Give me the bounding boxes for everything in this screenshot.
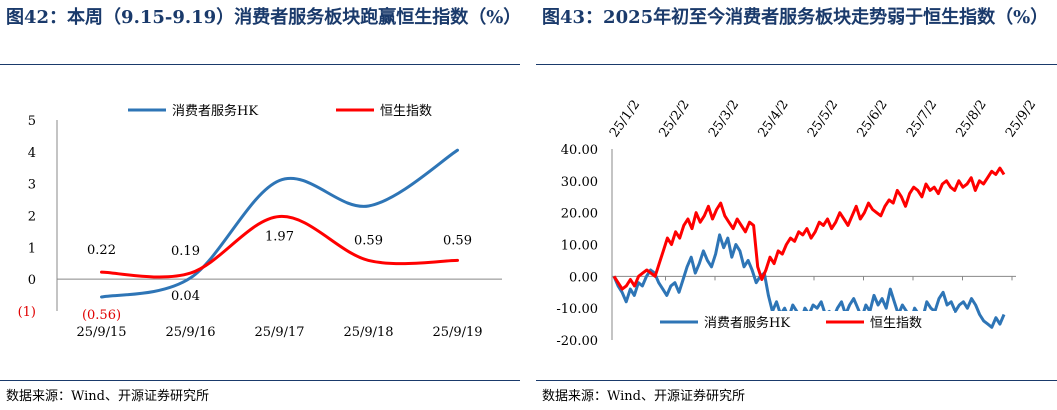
- source-note: 数据来源：Wind、开源证券研究所: [6, 389, 209, 404]
- x-tick-label: 25/9/18: [343, 325, 393, 340]
- series-line: [100, 214, 459, 279]
- x-tick-label: 25/9/17: [254, 325, 304, 340]
- legend-label: 恒生指数: [870, 316, 922, 331]
- y-tick-label: 4: [28, 146, 36, 161]
- x-tick-label: 25/8/2: [953, 97, 989, 140]
- series-line: [612, 166, 1006, 291]
- data-label: 0.22: [87, 243, 116, 258]
- y-tick-label: 2: [28, 210, 36, 225]
- footer-divider: [536, 380, 1057, 381]
- y-tick-label: (1): [18, 305, 36, 320]
- y-tick-label: 10.00: [561, 239, 598, 254]
- x-tick-label: 25/7/2: [904, 97, 940, 140]
- chart-weekly-performance: (1) 0 1 2 3 4 5 25/9/15 25/9/16 25/9/17 25/9/18 25/…: [18, 103, 502, 340]
- y-tick-label: 5: [28, 114, 36, 129]
- figure-42: 图42：本周（9.15-9.19）消费者服务板块跑赢恒生指数（%） (1) 0 1 2…: [0, 0, 522, 410]
- data-label: 1.97: [265, 229, 294, 244]
- x-tick-label: 25/6/2: [854, 97, 890, 140]
- chart-ytd-performance: -20.00 -10.00 0.00 10.00 20.00 30.00 40.00 25/1…: [556, 97, 1039, 349]
- data-label: 0.59: [443, 233, 472, 248]
- legend-label: 恒生指数: [380, 104, 432, 119]
- x-tick-label: 25/4/2: [755, 97, 791, 140]
- y-tick-label: -10.00: [556, 302, 598, 317]
- source-note: 数据来源：Wind、开源证券研究所: [542, 389, 745, 404]
- x-tick-label: 25/1/2: [607, 97, 643, 140]
- x-tick-label: 25/9/19: [432, 325, 482, 340]
- legend-label: 消费者服务HK: [704, 315, 790, 331]
- y-tick-label: 3: [28, 178, 36, 193]
- x-tick-label: 25/9/15: [76, 325, 126, 340]
- figure-43: 图43：2025年初至今消费者服务板块走势弱于恒生指数（%） -20.00 -10…: [536, 0, 1057, 410]
- title-divider: [0, 64, 520, 65]
- y-tick-label: 0.00: [569, 270, 598, 285]
- legend-background: [654, 311, 954, 333]
- data-label: (0.56): [82, 308, 121, 323]
- x-tick-label: 25/9/16: [165, 325, 215, 340]
- y-tick-label: 1: [28, 241, 36, 256]
- series-line: [100, 148, 459, 299]
- title-divider: [536, 64, 1057, 65]
- legend-label: 消费者服务HK: [172, 103, 258, 119]
- footer-divider: [0, 380, 520, 381]
- y-tick-label: 40.00: [561, 143, 598, 158]
- figure-42-title: 图42：本周（9.15-9.19）消费者服务板块跑赢恒生指数（%）: [6, 7, 522, 28]
- y-tick-label: 30.00: [561, 175, 598, 190]
- y-tick-label: -20.00: [556, 334, 598, 349]
- y-tick-label: 20.00: [561, 207, 598, 222]
- figure-43-title: 图43：2025年初至今消费者服务板块走势弱于恒生指数（%）: [542, 7, 1049, 28]
- data-label: 0.04: [171, 289, 200, 304]
- x-tick-label: 25/9/2: [1003, 97, 1039, 140]
- y-tick-label: 0: [28, 273, 36, 288]
- data-label: 0.59: [354, 233, 383, 248]
- data-label: 0.19: [171, 244, 200, 259]
- x-tick-label: 25/5/2: [805, 97, 841, 140]
- x-tick-label: 25/2/2: [656, 97, 692, 140]
- x-tick-label: 25/3/2: [706, 97, 742, 140]
